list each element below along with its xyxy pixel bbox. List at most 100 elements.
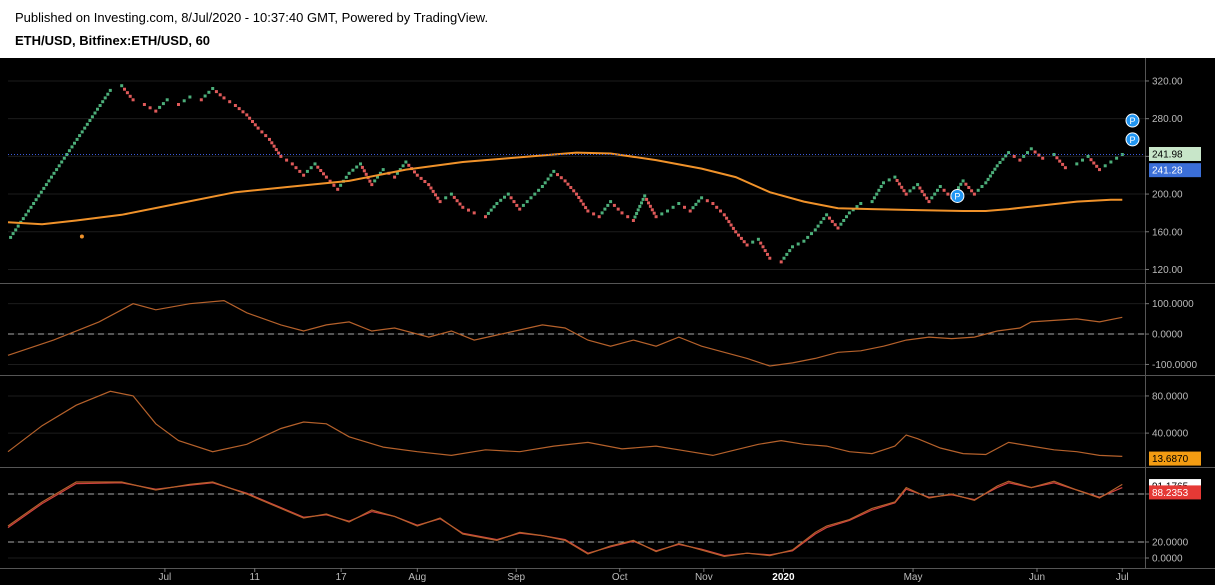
renko-brick-up [1086, 154, 1090, 158]
renko-brick-down [647, 201, 650, 205]
renko-brick-down [484, 215, 487, 219]
renko-brick-down [683, 205, 686, 209]
renko-brick-up [995, 164, 999, 168]
renko-brick-down [946, 192, 950, 196]
renko-brick-down [563, 179, 567, 183]
renko-brick-down [290, 162, 294, 166]
renko-brick-up [635, 212, 639, 215]
y-tick-label: 100.0000 [1152, 299, 1194, 310]
renko-brick-down [270, 141, 274, 145]
renko-brick-down [515, 203, 519, 207]
renko-brick-up [1001, 157, 1005, 161]
renko-brick-up [449, 192, 453, 196]
renko-brick-up [401, 164, 405, 168]
renko-brick-up [42, 186, 46, 190]
renko-brick-up [782, 256, 786, 260]
renko-brick-down [895, 179, 899, 182]
renko-brick-down [1018, 158, 1022, 162]
chart-area[interactable]: 320.00280.00240.00200.00160.00120.00PPP2… [0, 58, 1215, 585]
renko-brick-down [248, 116, 252, 120]
renko-brick-up [489, 208, 493, 212]
renko-brick-down [294, 166, 298, 170]
renko-brick-up [1022, 154, 1026, 158]
y-tick-label: 200.00 [1152, 190, 1183, 201]
renko-brick-down [922, 193, 926, 197]
renko-brick-down [362, 169, 366, 173]
renko-brick-up [351, 168, 355, 172]
renko-brick-up [398, 168, 402, 172]
renko-brick-up [887, 178, 891, 182]
renko-brick-down [705, 199, 709, 203]
renko-brick-down [902, 189, 906, 193]
renko-brick-down [833, 223, 837, 227]
renko-brick-down [222, 96, 226, 100]
position-marker-label: P [1129, 135, 1135, 145]
renko-brick-up [600, 211, 604, 215]
renko-brick-up [50, 175, 53, 179]
renko-brick-up [549, 173, 553, 177]
renko-brick-up [543, 181, 547, 185]
renko-brick-up [957, 186, 960, 190]
renko-brick-down [577, 196, 581, 199]
renko-brick-up [810, 232, 813, 236]
renko-brick-up [52, 171, 56, 175]
renko-brick-down [336, 187, 340, 191]
renko-brick-up [101, 100, 105, 104]
renko-brick-up [207, 90, 211, 94]
time-label: 2020 [772, 572, 795, 583]
renko-brick-down [512, 200, 516, 204]
renko-brick-down [364, 172, 368, 176]
renko-brick-up [32, 202, 36, 205]
y-tick-label: 40.0000 [1152, 429, 1189, 440]
renko-brick-down [128, 94, 132, 98]
renko-brick-up [75, 137, 79, 141]
renko-brick-down [256, 126, 260, 130]
ma-start-dot [79, 234, 84, 239]
renko-brick-up [533, 192, 537, 196]
renko-brick-up [395, 171, 399, 175]
renko-brick-down [458, 202, 462, 206]
renko-brick-down [285, 158, 289, 162]
renko-brick-down [925, 196, 929, 200]
renko-brick-up [108, 88, 112, 92]
stoch-k-line [7, 480, 1123, 558]
renko-brick-up [819, 220, 823, 224]
renko-brick-up [21, 217, 25, 221]
renko-brick-down [436, 196, 440, 200]
renko-brick-down [245, 113, 249, 117]
renko-brick-up [825, 213, 829, 217]
renko-brick-up [85, 122, 89, 126]
renko-brick-down [214, 90, 218, 94]
renko-brick-up [882, 181, 885, 185]
renko-brick-down [759, 241, 763, 245]
renko-brick-up [959, 182, 963, 186]
renko-brick-up [643, 194, 647, 198]
reference-price-badge: 241.28 [1152, 166, 1183, 177]
chart-header: Published on Investing.com, 8/Jul/2020 -… [0, 0, 1215, 58]
renko-brick-down [431, 189, 435, 193]
renko-brick-down [131, 98, 135, 102]
renko-brick-down [927, 200, 931, 204]
renko-brick-up [1026, 151, 1029, 155]
position-marker-label: P [1129, 116, 1135, 126]
renko-brick-down [148, 106, 152, 110]
renko-brick-down [763, 249, 767, 253]
renko-brick-down [423, 180, 427, 183]
y-tick-label: 0.0000 [1152, 330, 1183, 341]
renko-brick-up [988, 174, 992, 178]
renko-brick-down [904, 192, 908, 196]
renko-brick-down [518, 207, 522, 211]
renko-brick-down [277, 151, 281, 155]
renko-brick-down [645, 197, 649, 201]
renko-brick-up [161, 102, 165, 106]
renko-brick-down [742, 240, 746, 244]
position-marker-icon [950, 188, 965, 203]
renko-brick-up [666, 209, 669, 213]
renko-brick-up [499, 198, 503, 202]
renko-brick-down [737, 233, 740, 237]
y-tick-label: 0.0000 [1152, 554, 1183, 565]
time-label: Oct [612, 572, 628, 583]
renko-brick-up [203, 94, 207, 98]
renko-brick-up [1075, 162, 1079, 166]
renko-brick-up [986, 177, 990, 181]
